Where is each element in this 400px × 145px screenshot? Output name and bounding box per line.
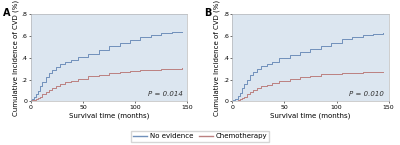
Text: P = 0.014: P = 0.014	[148, 91, 182, 97]
Text: B: B	[204, 8, 212, 18]
Text: A: A	[3, 8, 10, 18]
X-axis label: Survival time (months): Survival time (months)	[69, 113, 149, 119]
Y-axis label: Cumulative Incidence of CVD (%): Cumulative Incidence of CVD (%)	[12, 0, 19, 116]
Legend: No evidence, Chemotherapy: No evidence, Chemotherapy	[131, 131, 269, 142]
X-axis label: Survival time (months): Survival time (months)	[270, 113, 351, 119]
Y-axis label: Cumulative Incidence of CVD (%): Cumulative Incidence of CVD (%)	[214, 0, 220, 116]
Text: P = 0.010: P = 0.010	[349, 91, 384, 97]
